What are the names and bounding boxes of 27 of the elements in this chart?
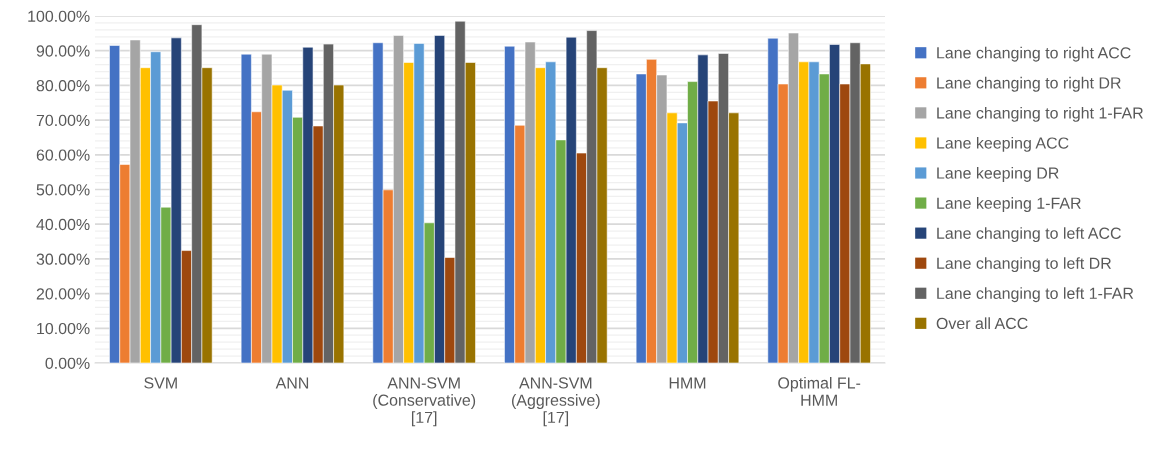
y-tick-label: 80.00% — [36, 80, 90, 92]
legend-label: Lane changing to left ACC — [937, 227, 1121, 243]
x-tick-label: ANN — [275, 377, 309, 389]
legend-label: Lane changing to right 1-FAR — [937, 106, 1143, 122]
y-tick-label: 50.00% — [36, 184, 90, 196]
y-tick-label: 0.00% — [45, 357, 90, 369]
legend-label: Lane keeping ACC — [937, 136, 1069, 152]
legend-label: Lane keeping DR — [937, 167, 1059, 182]
legend-label: Lane keeping 1-FAR — [937, 197, 1081, 212]
y-tick-label: 30.00% — [36, 253, 90, 265]
x-tick-label: SVM — [144, 377, 177, 389]
x-tick-label: HMM — [669, 377, 706, 389]
y-tick-label: 100.00% — [28, 10, 90, 22]
x-tick-label: Optimal FL- HMM — [778, 376, 861, 406]
y-tick-label: 40.00% — [36, 218, 90, 231]
legend-label: Lane changing to left 1-FAR — [937, 287, 1134, 303]
x-tick-label: ANN-SVM (Aggressive) [17] — [512, 377, 600, 427]
y-tick-label: 70.00% — [36, 114, 90, 127]
y-tick-label: 20.00% — [36, 288, 90, 300]
legend-label: Lane changing to right ACC — [937, 46, 1131, 62]
legend-label: Lane changing to right DR — [937, 76, 1121, 92]
legend-label: Over all ACC — [936, 317, 1028, 330]
y-tick-label: 90.00% — [36, 45, 90, 57]
y-tick-label: 60.00% — [36, 149, 90, 161]
legend-label: Lane changing to left DR — [937, 257, 1112, 273]
x-tick-label: ANN-SVM (Conservative) [17] — [373, 377, 476, 427]
y-tick-label: 10.00% — [37, 322, 90, 335]
